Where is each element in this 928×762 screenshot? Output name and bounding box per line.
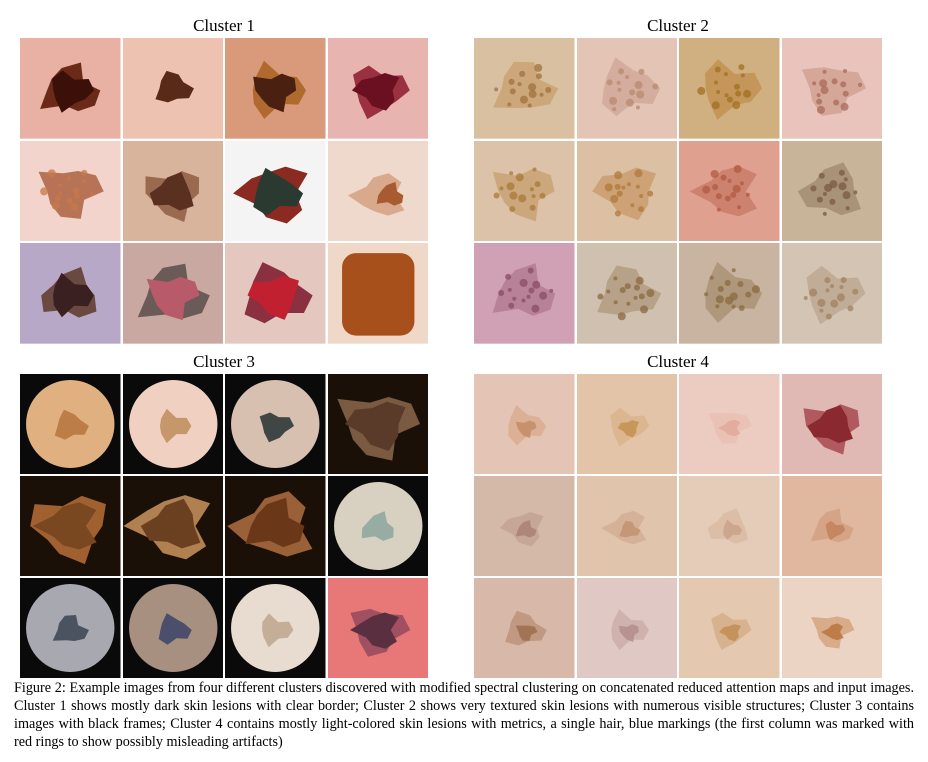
lesion-thumbnail: [781, 476, 882, 576]
lesion-thumbnail: [781, 374, 882, 474]
lesion-thumbnail: [327, 374, 428, 474]
lesion-thumbnail: [122, 140, 223, 242]
cluster-panel-1: Cluster 1: [20, 16, 428, 346]
lesion-thumbnail: [474, 243, 575, 344]
lesion-thumbnail: [225, 374, 326, 474]
lesion-thumbnail: [20, 38, 121, 139]
lesion-thumbnail: [781, 140, 882, 242]
lesion-thumbnail: [327, 476, 428, 576]
lesion-thumbnail: [576, 374, 677, 474]
lesion-thumbnail: [327, 140, 428, 242]
lesion-thumbnail: [20, 578, 121, 678]
lesion-thumbnail: [679, 243, 780, 344]
image-grid: [474, 38, 882, 344]
lesion-thumbnail: [225, 476, 326, 576]
image-grid: [474, 374, 882, 678]
cluster-title: Cluster 1: [193, 16, 255, 35]
lesion-thumbnail: [20, 476, 121, 576]
lesion-thumbnail: [679, 476, 780, 576]
lesion-thumbnail: [576, 140, 677, 242]
lesion-thumbnail: [122, 476, 223, 576]
lesion-thumbnail: [679, 578, 780, 678]
lesion-thumbnail: [122, 243, 223, 344]
cluster-title: Cluster 2: [647, 16, 709, 35]
lesion-thumbnail: [474, 374, 575, 474]
lesion-thumbnail: [679, 374, 780, 474]
lesion-thumbnail: [679, 140, 780, 242]
lesion-thumbnail: [679, 38, 780, 139]
figure-caption: Figure 2: Example images from four diffe…: [14, 680, 914, 750]
lesion-thumbnail: [781, 578, 882, 678]
lesion-thumbnail: [474, 38, 575, 139]
lesion-thumbnail: [327, 578, 428, 678]
lesion-thumbnail: [474, 476, 575, 576]
cluster-title: Cluster 4: [647, 352, 709, 371]
lesion-thumbnail: [576, 243, 677, 344]
lesion-thumbnail: [225, 38, 326, 139]
cluster-panel-4: Cluster 4: [474, 352, 882, 680]
lesion-thumbnail: [474, 140, 575, 242]
lesion-thumbnail: [20, 140, 121, 242]
lesion-thumbnail: [474, 578, 575, 678]
lesion-thumbnail: [122, 374, 223, 474]
lesion-thumbnail: [225, 140, 326, 242]
lesion-thumbnail: [225, 578, 326, 678]
lesion-thumbnail: [20, 374, 121, 474]
lesion-thumbnail: [327, 38, 428, 139]
lesion-thumbnail: [327, 243, 428, 344]
lesion-thumbnail: [576, 476, 677, 576]
cluster-title: Cluster 3: [193, 352, 255, 371]
image-grid: [20, 38, 428, 344]
lesion-thumbnail: [122, 38, 223, 139]
lesion-thumbnail: [20, 243, 121, 344]
image-grid: [20, 374, 428, 678]
lesion-thumbnail: [576, 578, 677, 678]
lesion-thumbnail: [576, 38, 677, 139]
lesion-thumbnail: [781, 38, 882, 139]
lesion-thumbnail: [781, 243, 882, 344]
cluster-panel-2: Cluster 2: [474, 16, 882, 346]
lesion-thumbnail: [225, 243, 326, 344]
cluster-panel-3: Cluster 3: [20, 352, 428, 680]
lesion-thumbnail: [122, 578, 223, 678]
